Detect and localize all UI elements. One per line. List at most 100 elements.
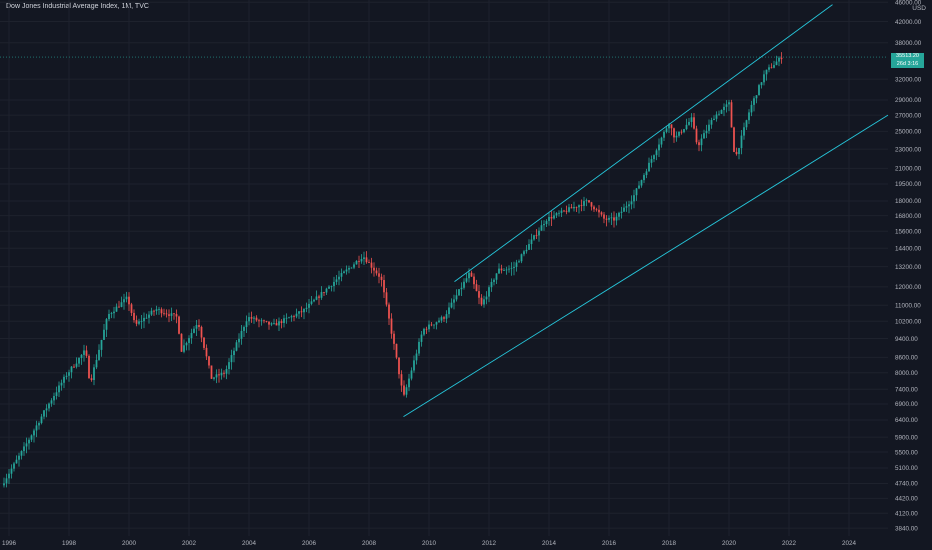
candle-body <box>325 288 328 293</box>
candle-body <box>60 382 63 386</box>
candle-body <box>388 304 390 319</box>
candle-body <box>293 316 295 317</box>
candle-body <box>408 378 410 388</box>
candle-body <box>473 276 475 285</box>
time-axis-label: 2010 <box>422 540 437 547</box>
candle-body <box>713 118 715 121</box>
candle-body <box>105 319 108 330</box>
candle-body <box>168 314 170 316</box>
candle-body <box>645 171 648 176</box>
candle-body <box>495 273 498 280</box>
candle-body <box>653 155 655 160</box>
candle-body <box>530 239 533 245</box>
candle-body <box>173 313 175 315</box>
candle-body <box>360 259 363 262</box>
candle-body <box>128 296 130 305</box>
candle-body <box>400 374 403 386</box>
candle-body <box>253 317 255 319</box>
price-axis[interactable]: 46000.00 42000.00 38000.00 32000.00 29000.00… <box>895 0 922 532</box>
time-axis[interactable]: 1996 1998 2000 2002 2004 2006 2008 2010 2012 2014… <box>2 540 857 547</box>
candle-body <box>480 297 483 305</box>
candle-body <box>488 287 490 297</box>
candle-body <box>770 67 773 69</box>
candle-body <box>310 301 313 304</box>
candle-body <box>445 314 448 319</box>
candle-body <box>198 325 200 327</box>
time-axis-label: 2000 <box>122 540 137 547</box>
candle-body <box>110 313 113 314</box>
candle-body <box>580 205 583 207</box>
time-axis-label: 2012 <box>482 540 497 547</box>
candle-body <box>475 284 478 292</box>
time-axis-label: 2006 <box>302 540 317 547</box>
candle-body <box>763 74 765 83</box>
price-axis-label: 4740.00 <box>895 481 918 488</box>
candle-body <box>600 212 603 215</box>
candle-body <box>685 124 688 130</box>
candle-body <box>68 372 70 376</box>
candle-body <box>338 276 340 280</box>
candle-body <box>55 392 58 397</box>
candle-body <box>718 113 720 115</box>
candle-body <box>365 257 368 263</box>
candle-body <box>278 321 280 326</box>
time-axis-label: 2020 <box>722 540 737 547</box>
candle-body <box>773 65 775 68</box>
candle-body <box>568 207 570 212</box>
candle-body <box>305 307 308 309</box>
candle-body <box>185 342 188 346</box>
candle-body <box>528 244 530 250</box>
candle-body <box>355 260 358 265</box>
candle-body <box>555 213 558 216</box>
candle-body <box>5 478 8 484</box>
price-axis-label: 32000.00 <box>895 76 922 83</box>
candle-body <box>175 314 178 317</box>
candle-body <box>515 262 518 267</box>
candle-body <box>180 333 183 352</box>
candle-body <box>178 316 180 334</box>
candle-body <box>240 330 243 339</box>
candle-body <box>358 260 360 262</box>
candle-body <box>210 365 213 379</box>
candle-body <box>315 296 318 300</box>
candle-body <box>233 350 235 356</box>
candle-body <box>703 133 705 139</box>
candle-body <box>750 104 753 113</box>
candle-body <box>565 210 568 212</box>
time-axis-label: 2024 <box>842 540 857 547</box>
candle-body <box>235 342 238 351</box>
time-axis-label: 2008 <box>362 540 377 547</box>
candle-body <box>450 302 453 308</box>
candle-body <box>693 117 695 129</box>
candle-body <box>728 102 730 105</box>
candle-body <box>123 299 125 303</box>
candle-body <box>218 374 220 376</box>
candle-body <box>448 307 450 315</box>
candle-body <box>165 313 168 315</box>
price-axis-label: 18000.00 <box>895 198 922 205</box>
candle-body <box>220 372 223 376</box>
candle-body <box>560 210 563 213</box>
price-axis-label: 27000.00 <box>895 112 922 119</box>
currency-label: USD <box>912 5 926 12</box>
candle-body <box>298 311 300 314</box>
candle-body <box>478 291 480 298</box>
candle-body <box>138 321 140 324</box>
price-axis-label: 8000.00 <box>895 370 918 377</box>
price-axis-label: 5100.00 <box>895 465 918 472</box>
candle-body <box>398 357 400 375</box>
candle-body <box>453 299 455 303</box>
candle-body <box>148 314 150 318</box>
candle-body <box>243 327 245 331</box>
price-axis-label: 29000.00 <box>895 97 922 104</box>
candle-body <box>308 303 310 308</box>
candle-body <box>438 320 440 323</box>
price-axis-label: 3840.00 <box>895 525 918 532</box>
candle-body <box>283 318 285 323</box>
candle-body <box>640 180 643 186</box>
trend-channel[interactable] <box>403 4 889 418</box>
candle-body <box>260 320 263 322</box>
candle-body <box>465 278 468 282</box>
candle-body <box>40 416 43 423</box>
